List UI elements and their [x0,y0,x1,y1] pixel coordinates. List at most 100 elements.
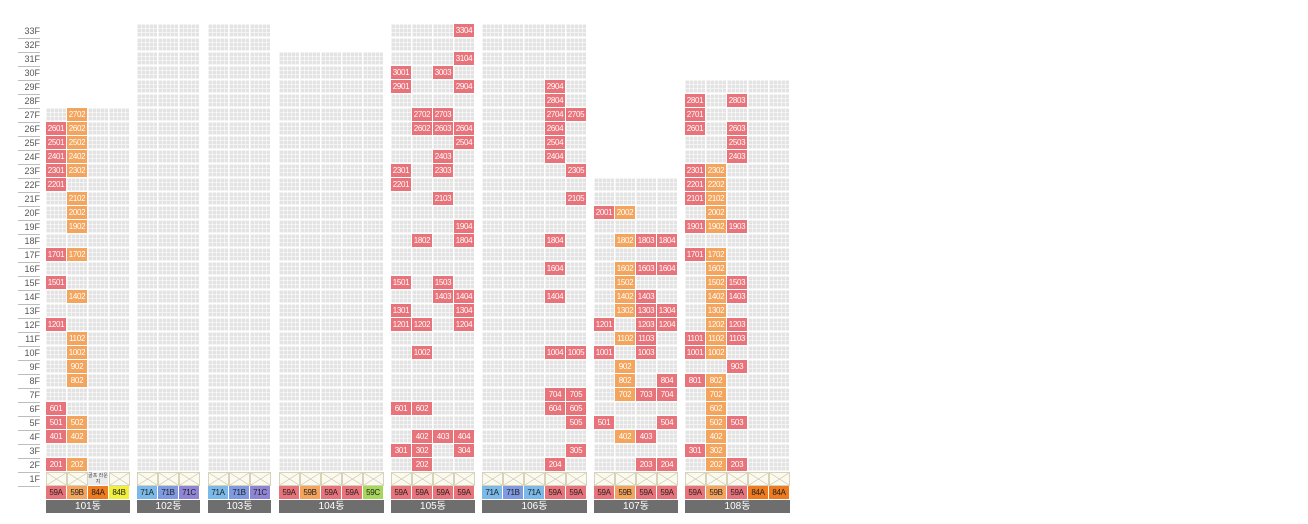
unit-cell[interactable]: 2504 [454,136,475,150]
unit-cell[interactable]: 2904 [454,80,475,94]
unit-cell[interactable]: 802 [67,374,88,388]
unit-cell[interactable]: 1501 [46,276,67,290]
unit-cell[interactable]: 1402 [67,290,88,304]
unit-cell[interactable]: 1302 [706,304,727,318]
unit-cell[interactable]: 203 [727,458,748,472]
unit-cell[interactable]: 2105 [566,192,587,206]
unit-cell[interactable]: 2002 [67,206,88,220]
unit-cell[interactable]: 1603 [636,262,657,276]
unit-cell[interactable]: 1902 [67,220,88,234]
unit-cell[interactable]: 2302 [706,164,727,178]
unit-cell[interactable]: 2402 [67,150,88,164]
unit-cell[interactable]: 2404 [545,150,566,164]
unit-cell[interactable]: 1804 [545,234,566,248]
unit-cell[interactable]: 202 [412,458,433,472]
unit-cell[interactable]: 2301 [46,164,67,178]
unit-cell[interactable]: 704 [545,388,566,402]
unit-cell[interactable]: 1004 [545,346,566,360]
unit-cell[interactable]: 1201 [46,318,67,332]
unit-cell[interactable]: 1901 [685,220,706,234]
unit-cell[interactable]: 1604 [545,262,566,276]
unit-cell[interactable]: 3104 [454,52,475,66]
unit-cell[interactable]: 1702 [706,248,727,262]
building-label[interactable]: 105동 [391,500,475,513]
unit-cell[interactable]: 1203 [636,318,657,332]
unit-cell[interactable]: 403 [636,430,657,444]
unit-cell[interactable]: 2602 [67,122,88,136]
unit-cell[interactable]: 2604 [545,122,566,136]
unit-cell[interactable]: 2602 [412,122,433,136]
unit-cell[interactable]: 1502 [706,276,727,290]
unit-cell[interactable]: 404 [454,430,475,444]
unit-cell[interactable]: 2201 [391,178,412,192]
unit-cell[interactable]: 1802 [615,234,636,248]
unit-cell[interactable]: 702 [706,388,727,402]
unit-cell[interactable]: 1402 [706,290,727,304]
unit-cell[interactable]: 2501 [46,136,67,150]
unit-cell[interactable]: 504 [657,416,678,430]
unit-cell[interactable]: 401 [46,430,67,444]
unit-cell[interactable]: 2904 [545,80,566,94]
unit-cell[interactable]: 1302 [615,304,636,318]
unit-cell[interactable]: 902 [615,360,636,374]
unit-cell[interactable]: 602 [412,402,433,416]
unit-cell[interactable]: 203 [636,458,657,472]
unit-cell[interactable]: 2101 [685,192,706,206]
unit-cell[interactable]: 3001 [391,66,412,80]
unit-cell[interactable]: 2801 [685,94,706,108]
unit-cell[interactable]: 2901 [391,80,412,94]
unit-cell[interactable]: 704 [657,388,678,402]
unit-cell[interactable]: 1502 [615,276,636,290]
unit-cell[interactable]: 1404 [545,290,566,304]
unit-cell[interactable]: 1001 [594,346,615,360]
unit-cell[interactable]: 1303 [636,304,657,318]
unit-cell[interactable]: 1202 [412,318,433,332]
unit-cell[interactable]: 1902 [706,220,727,234]
unit-cell[interactable]: 2102 [67,192,88,206]
building-label[interactable]: 104동 [279,500,384,513]
unit-cell[interactable]: 903 [727,360,748,374]
unit-cell[interactable]: 1102 [615,332,636,346]
unit-cell[interactable]: 1604 [657,262,678,276]
unit-cell[interactable]: 501 [46,416,67,430]
unit-cell[interactable]: 204 [545,458,566,472]
unit-cell[interactable]: 702 [615,388,636,402]
unit-cell[interactable]: 1501 [391,276,412,290]
unit-cell[interactable]: 2002 [706,206,727,220]
unit-cell[interactable]: 1403 [636,290,657,304]
unit-cell[interactable]: 1804 [657,234,678,248]
unit-cell[interactable]: 1503 [727,276,748,290]
unit-cell[interactable]: 503 [727,416,748,430]
unit-cell[interactable]: 1402 [615,290,636,304]
unit-cell[interactable]: 2202 [706,178,727,192]
unit-cell[interactable]: 403 [433,430,454,444]
unit-cell[interactable]: 402 [615,430,636,444]
unit-cell[interactable]: 1903 [727,220,748,234]
unit-cell[interactable]: 302 [706,444,727,458]
unit-cell[interactable]: 1802 [412,234,433,248]
unit-cell[interactable]: 1301 [391,304,412,318]
unit-cell[interactable]: 2604 [454,122,475,136]
unit-cell[interactable]: 2301 [685,164,706,178]
building-label[interactable]: 106동 [482,500,587,513]
unit-cell[interactable]: 1403 [433,290,454,304]
unit-cell[interactable]: 501 [594,416,615,430]
unit-cell[interactable]: 801 [685,374,706,388]
unit-cell[interactable]: 2601 [46,122,67,136]
unit-cell[interactable]: 2702 [412,108,433,122]
unit-cell[interactable]: 3003 [433,66,454,80]
building-label[interactable]: 107동 [594,500,678,513]
unit-cell[interactable]: 202 [67,458,88,472]
unit-cell[interactable]: 1203 [727,318,748,332]
unit-cell[interactable]: 1602 [706,262,727,276]
unit-cell[interactable]: 201 [46,458,67,472]
unit-cell[interactable]: 2305 [566,164,587,178]
unit-cell[interactable]: 804 [657,374,678,388]
unit-cell[interactable]: 2603 [727,122,748,136]
unit-cell[interactable]: 1204 [454,318,475,332]
unit-cell[interactable]: 1002 [67,346,88,360]
unit-cell[interactable]: 2403 [727,150,748,164]
unit-cell[interactable]: 902 [67,360,88,374]
unit-cell[interactable]: 302 [412,444,433,458]
unit-cell[interactable]: 505 [566,416,587,430]
